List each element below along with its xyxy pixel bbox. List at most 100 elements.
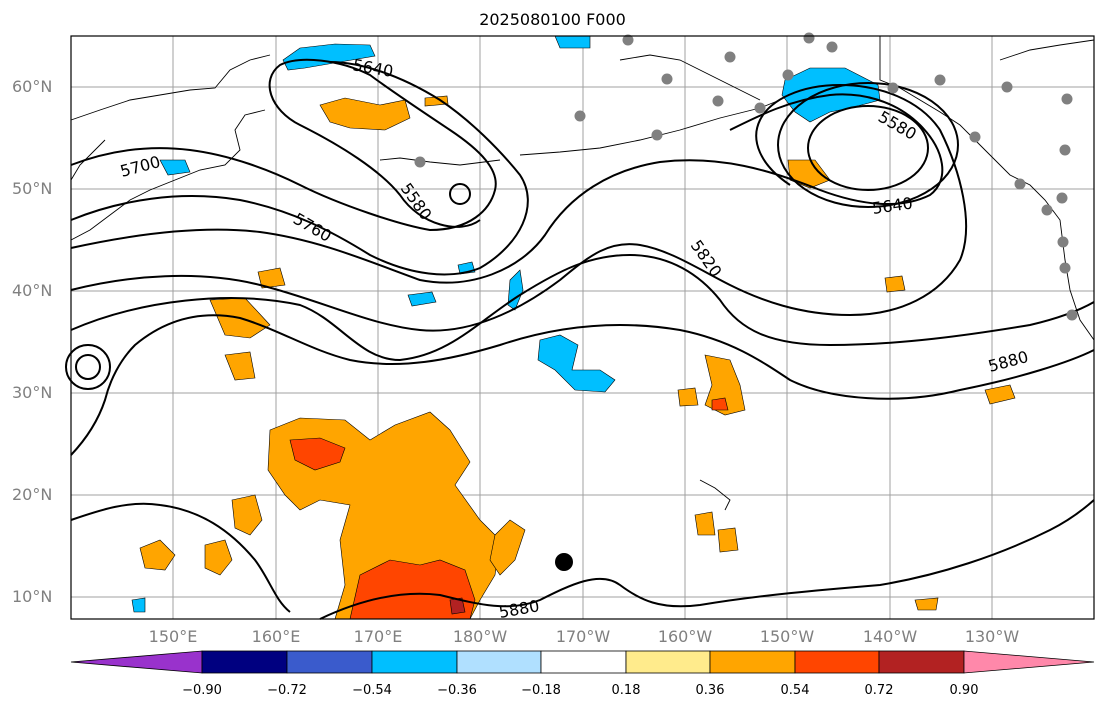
- height-contours: [65, 58, 1095, 620]
- lon-label: 170°E: [353, 627, 403, 646]
- lat-label: 40°N: [12, 281, 53, 300]
- station-marker: [712, 95, 724, 107]
- colorbar-swatch: [371, 650, 458, 674]
- contour-line: [70, 253, 1095, 362]
- contour-closed: [65, 344, 111, 390]
- lat-label: 20°N: [12, 485, 53, 504]
- shade-region: [984, 384, 1016, 405]
- station-markers: [414, 32, 1078, 321]
- contour-closed: [807, 105, 929, 191]
- station-marker: [803, 32, 815, 44]
- station-marker: [969, 131, 981, 143]
- highlight-marker: [555, 553, 573, 571]
- contour-closed: [75, 354, 101, 380]
- station-marker: [754, 102, 766, 114]
- shade-region: [677, 387, 699, 407]
- shade-region: [204, 539, 233, 576]
- shade-region: [231, 494, 263, 536]
- station-marker: [1059, 144, 1071, 156]
- map-frame: [70, 35, 1095, 620]
- station-marker: [1014, 178, 1026, 190]
- contour-closed: [449, 183, 471, 205]
- coastline: [879, 36, 1095, 341]
- colorbar-tick-label: −0.36: [437, 683, 477, 698]
- lon-label: 140°W: [862, 627, 918, 646]
- coastline: [379, 157, 501, 166]
- coastline: [70, 109, 266, 241]
- colorbar-swatch: [540, 650, 627, 674]
- shade-region: [694, 511, 716, 536]
- station-marker: [1056, 192, 1068, 204]
- contour-line: [70, 61, 529, 276]
- colorbar-tick-label: 0.54: [780, 683, 810, 698]
- contour-line: [70, 93, 944, 284]
- contour-line: [70, 314, 1095, 456]
- shade-region: [711, 397, 729, 411]
- station-marker: [1066, 309, 1078, 321]
- coastline: [999, 39, 1095, 61]
- lat-label: 50°N: [12, 179, 53, 198]
- station-marker: [887, 82, 899, 94]
- station-marker: [1061, 93, 1073, 105]
- colorbar: [70, 650, 1095, 674]
- station-marker: [574, 110, 586, 122]
- station-marker: [782, 69, 794, 81]
- shade-region: [884, 275, 906, 293]
- colorbar-tick-label: 0.90: [949, 683, 979, 698]
- coastline: [699, 479, 731, 511]
- lon-label: 150°W: [759, 627, 815, 646]
- station-marker: [1001, 81, 1013, 93]
- shade-region: [914, 597, 939, 611]
- colorbar-tick-label: 0.18: [611, 683, 641, 698]
- colorbar-swatch: [794, 650, 880, 674]
- colorbar-tick-label: −0.18: [521, 683, 561, 698]
- colorbar-swatch: [201, 650, 288, 674]
- colorbar-swatch: [456, 650, 542, 674]
- shade-region: [139, 539, 176, 571]
- shade-region: [159, 159, 191, 176]
- lon-label: 160°W: [657, 627, 713, 646]
- shade-region: [407, 291, 437, 307]
- station-marker: [826, 41, 838, 53]
- colorbar-tick-label: −0.72: [267, 683, 307, 698]
- shade-region: [319, 97, 411, 131]
- station-marker: [414, 156, 426, 168]
- shade-region: [131, 597, 146, 613]
- shade-region: [554, 35, 591, 49]
- lat-label: 10°N: [12, 587, 53, 606]
- shade-region: [489, 519, 526, 576]
- colorbar-swatch: [709, 650, 796, 674]
- station-marker: [1057, 236, 1069, 248]
- colorbar-swatch: [625, 650, 711, 674]
- station-marker: [651, 129, 663, 141]
- lon-label: 180°W: [452, 627, 508, 646]
- lon-label: 170°W: [555, 627, 611, 646]
- contour-closed: [777, 82, 959, 208]
- lat-label: 60°N: [12, 77, 53, 96]
- station-marker: [661, 73, 673, 85]
- colorbar-tick-label: 0.72: [864, 683, 894, 698]
- colorbar-tick-label: −0.90: [182, 683, 222, 698]
- coastline: [619, 54, 761, 101]
- colorbar-swatch: [878, 650, 965, 674]
- shade-region: [257, 267, 286, 289]
- colorbar-swatch: [286, 650, 373, 674]
- station-marker: [724, 51, 736, 63]
- contour-line: [70, 499, 1095, 620]
- station-marker: [1059, 262, 1071, 274]
- colorbar-tick-label: 0.36: [695, 683, 725, 698]
- station-marker: [622, 34, 634, 46]
- lon-label: 150°E: [148, 627, 198, 646]
- shade-region: [224, 351, 256, 381]
- colorbar-extend-low: [70, 650, 203, 674]
- coastline: [70, 139, 106, 181]
- lat-label: 30°N: [12, 383, 53, 402]
- lon-label: 160°E: [251, 627, 301, 646]
- positive-anomaly-shading: [139, 95, 1016, 620]
- colorbar-tick-label: −0.54: [352, 683, 392, 698]
- shade-region: [424, 95, 449, 107]
- coastline: [70, 54, 271, 121]
- station-marker: [1041, 204, 1053, 216]
- shade-region: [717, 527, 739, 553]
